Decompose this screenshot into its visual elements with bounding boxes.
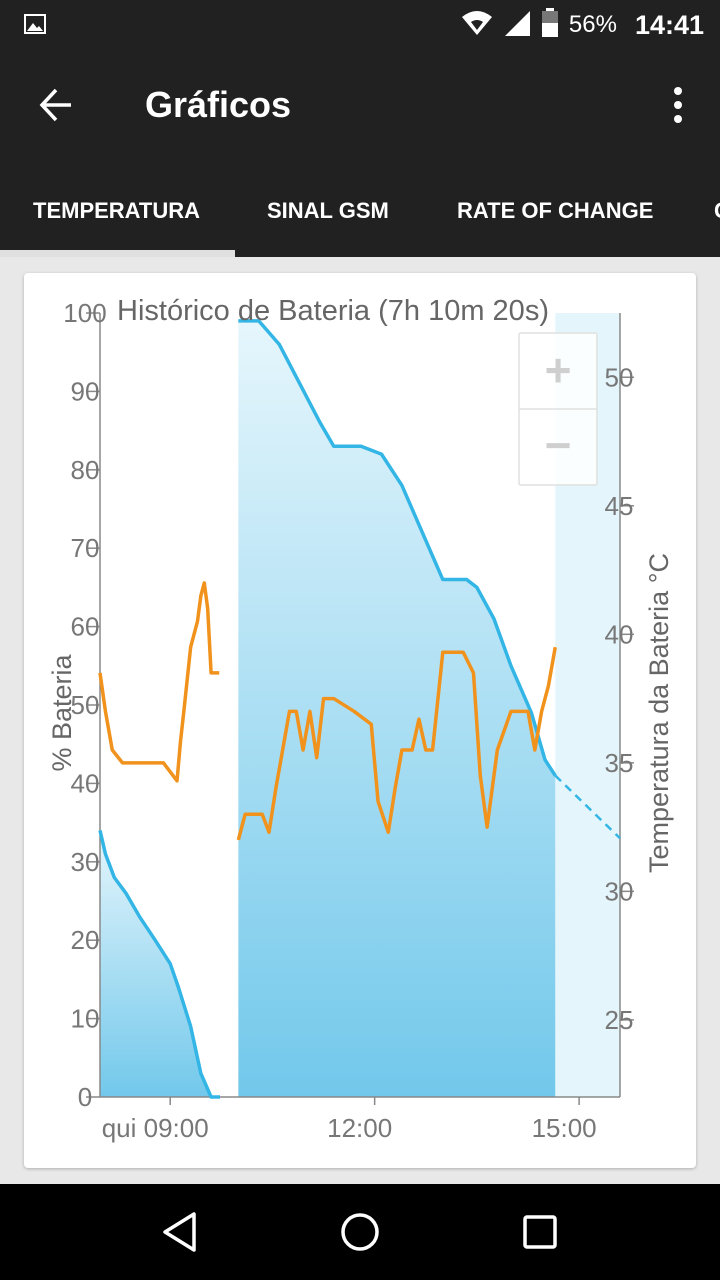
battery-area-fill-2 [238, 320, 556, 1098]
y2-tick-label: 45 [605, 491, 634, 521]
temperature-line-1 [98, 581, 220, 783]
x-tick-label: 12:00 [327, 1113, 392, 1143]
battery-area-fill-1 [100, 830, 220, 1097]
clock: 14:41 [634, 9, 704, 40]
zoom-out-button[interactable]: − [520, 410, 596, 484]
y-tick-label: 30 [71, 847, 100, 877]
wifi-icon [461, 10, 493, 41]
battery-line-1 [98, 830, 220, 1099]
y-tick-label: 60 [71, 612, 100, 642]
zoom-out-label: − [545, 419, 572, 471]
tab-rate-of-change[interactable]: RATE OF CHANGE [457, 198, 654, 223]
zoom-in-button[interactable]: + [520, 334, 596, 408]
y-tick-label: 90 [71, 376, 100, 406]
circle-home-icon [341, 1213, 379, 1251]
y-tick-label: 50 [71, 690, 100, 720]
tab-sinal-gsm[interactable]: SINAL GSM [267, 198, 389, 223]
y-tick-label: 80 [71, 455, 100, 485]
y-tick-label: 20 [71, 925, 100, 955]
y-axis-label: % Bateria [47, 653, 77, 771]
y-tick-label: 70 [71, 533, 100, 563]
chart-card: 0 10 20 30 40 50 60 70 80 90 100 25 30 35 40 45 50 qui 09… [24, 273, 696, 1168]
y-tick-label: 100 [63, 298, 106, 328]
y2-tick-label: 25 [605, 1005, 634, 1035]
page-title: Gráficos [145, 84, 292, 125]
battery-percent: 56% [568, 11, 617, 38]
nav-back-button[interactable] [140, 1204, 220, 1260]
tab-bar: TEMPERATURA SINAL GSM RATE OF CHANGE C [0, 160, 720, 257]
y2-tick-label: 40 [605, 619, 634, 649]
battery-projection-line [554, 774, 621, 840]
image-icon [24, 14, 46, 34]
nav-recents-button[interactable] [500, 1204, 580, 1260]
y2-tick-label: 50 [605, 362, 634, 392]
y2-tick-label: 35 [605, 748, 634, 778]
nav-home-button[interactable] [320, 1204, 400, 1260]
arrow-back-icon [39, 88, 71, 122]
back-button[interactable] [28, 80, 84, 130]
signal-icon [503, 9, 531, 42]
overflow-menu-button[interactable] [658, 80, 698, 130]
more-vert-icon [674, 87, 682, 123]
triangle-back-icon [163, 1212, 196, 1252]
y2-tick-label: 30 [605, 876, 634, 906]
status-bar: 56% 14:41 [0, 0, 720, 50]
battery-icon [541, 7, 559, 43]
battery-line-2 [238, 319, 557, 777]
y-tick-label: 40 [71, 768, 100, 798]
x-tick-label: 15:00 [532, 1113, 597, 1143]
battery-history-chart[interactable]: 0 10 20 30 40 50 60 70 80 90 100 25 30 35 40 45 50 qui 09… [24, 273, 696, 1168]
y-tick-label: 0 [78, 1082, 92, 1112]
square-recents-icon [523, 1215, 557, 1249]
y2-axis-label: Temperatura da Bateria °C [644, 553, 674, 873]
tab-more[interactable]: C [714, 198, 720, 224]
temperature-line-2 [236, 646, 557, 841]
zoom-in-label: + [545, 344, 572, 396]
y-tick-label: 10 [71, 1004, 100, 1034]
x-tick-label: qui 09:00 [102, 1113, 209, 1143]
app-bar: Gráficos [0, 50, 720, 160]
tab-temperatura[interactable]: TEMPERATURA [33, 198, 201, 223]
chart-title: Histórico de Bateria (7h 10m 20s) [117, 295, 549, 327]
navigation-bar [0, 1184, 720, 1280]
zoom-controls: + − [518, 332, 598, 486]
tab-indicator [0, 250, 235, 257]
